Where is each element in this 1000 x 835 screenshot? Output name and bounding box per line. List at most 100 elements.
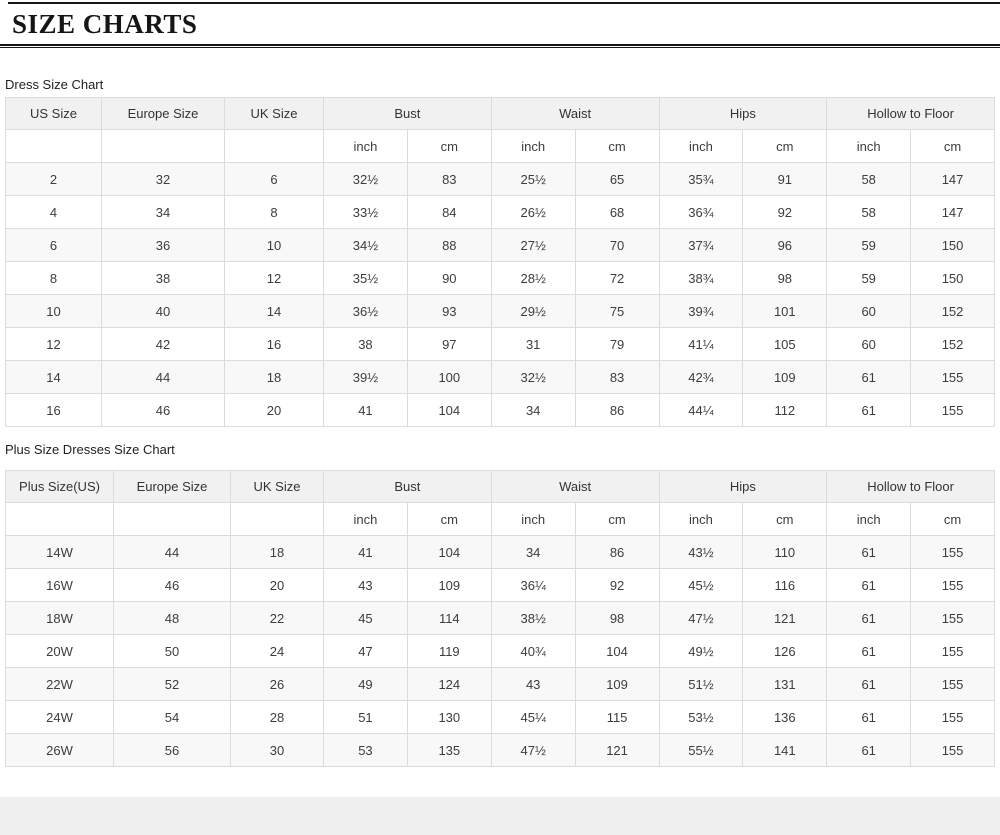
table-cell: 98 xyxy=(742,261,828,296)
table-cell: 8 xyxy=(5,261,102,296)
table-row: 14 44 18 39½ 100 32½ 83 42¾ 109 61 155 xyxy=(5,360,995,395)
table-cell: 49½ xyxy=(658,634,744,669)
table-cell: 136 xyxy=(742,700,828,735)
table-cell: 40 xyxy=(101,294,225,329)
table-cell: 79 xyxy=(574,327,660,362)
table-cell: 83 xyxy=(406,162,492,197)
table-cell: 12 xyxy=(5,327,102,362)
table-cell: 155 xyxy=(910,700,995,735)
table-cell: 147 xyxy=(910,195,995,230)
table-cell: 86 xyxy=(574,393,660,428)
table-cell: 98 xyxy=(574,601,660,636)
table-cell: 90 xyxy=(406,261,492,296)
table-cell: 61 xyxy=(826,360,912,395)
table-cell: 50 xyxy=(113,634,231,669)
table-row: 22W 52 26 49 124 43 109 51½ 131 61 155 xyxy=(5,667,995,702)
table-cell: 135 xyxy=(406,733,492,768)
table-cell: 36½ xyxy=(323,294,408,329)
table-cell: 14 xyxy=(224,294,324,329)
table-caption: Dress Size Chart xyxy=(5,77,104,93)
table-cell: 36¼ xyxy=(490,568,576,603)
table-cell: 97 xyxy=(406,327,492,362)
unit-header: inch xyxy=(826,502,912,537)
table-cell: 18W xyxy=(5,601,114,636)
column-header: Europe Size xyxy=(101,97,225,131)
table-cell: 34 xyxy=(490,535,576,570)
table-row: 12 42 16 38 97 31 79 41¼ 105 60 152 xyxy=(5,327,995,362)
table-cell: 56 xyxy=(113,733,231,768)
table-cell: 47 xyxy=(323,634,408,669)
table-cell: 39¾ xyxy=(658,294,744,329)
table-cell: 16 xyxy=(5,393,102,428)
table-cell: 28½ xyxy=(490,261,576,296)
title-divider xyxy=(0,44,1000,49)
table-cell: 16W xyxy=(5,568,114,603)
table-cell: 55½ xyxy=(658,733,744,768)
unit-header: inch xyxy=(323,502,408,537)
table-cell: 41 xyxy=(323,393,408,428)
table-cell: 32½ xyxy=(490,360,576,395)
table-cell: 36¾ xyxy=(658,195,744,230)
table-cell: 83 xyxy=(574,360,660,395)
table-cell: 121 xyxy=(574,733,660,768)
table-cell: 41 xyxy=(323,535,408,570)
unit-header: cm xyxy=(910,502,995,537)
table-row: 10 40 14 36½ 93 29½ 75 39¾ 101 60 152 xyxy=(5,294,995,329)
table-cell: 26½ xyxy=(490,195,576,230)
table-cell: 29½ xyxy=(490,294,576,329)
table-cell: 75 xyxy=(574,294,660,329)
table-cell: 155 xyxy=(910,733,995,768)
header-row: US Size Europe Size UK Size Bust Waist H… xyxy=(5,97,995,131)
empty-header-cell xyxy=(113,502,231,537)
empty-header-cell xyxy=(5,502,114,537)
table-cell: 61 xyxy=(826,601,912,636)
table-cell: 59 xyxy=(826,261,912,296)
unit-header: cm xyxy=(406,502,492,537)
header-row: Plus Size(US) Europe Size UK Size Bust W… xyxy=(5,470,995,504)
table-cell: 92 xyxy=(742,195,828,230)
table-cell: 152 xyxy=(910,294,995,329)
table-cell: 45 xyxy=(323,601,408,636)
table-cell: 61 xyxy=(826,393,912,428)
table-cell: 43½ xyxy=(658,535,744,570)
table-cell: 93 xyxy=(406,294,492,329)
table-cell: 51 xyxy=(323,700,408,735)
table-cell: 58 xyxy=(826,162,912,197)
column-header: UK Size xyxy=(224,97,324,131)
column-header-group: Hollow to Floor xyxy=(826,470,995,504)
table-cell: 32½ xyxy=(323,162,408,197)
table-row: 14W 44 18 41 104 34 86 43½ 110 61 155 xyxy=(5,535,995,570)
table-cell: 121 xyxy=(742,601,828,636)
table-cell: 14W xyxy=(5,535,114,570)
table-cell: 45½ xyxy=(658,568,744,603)
table-cell: 53 xyxy=(323,733,408,768)
column-header: US Size xyxy=(5,97,102,131)
table-cell: 30 xyxy=(230,733,324,768)
table-cell: 68 xyxy=(574,195,660,230)
table-cell: 20 xyxy=(224,393,324,428)
unit-header: cm xyxy=(742,129,828,164)
table-row: 18W 48 22 45 114 38½ 98 47½ 121 61 155 xyxy=(5,601,995,636)
table-cell: 110 xyxy=(742,535,828,570)
table-cell: 47½ xyxy=(490,733,576,768)
table-cell: 20W xyxy=(5,634,114,669)
table-cell: 25½ xyxy=(490,162,576,197)
table-cell: 44 xyxy=(101,360,225,395)
unit-header: cm xyxy=(406,129,492,164)
empty-header-cell xyxy=(224,129,324,164)
units-row: inch cm inch cm inch cm inch cm xyxy=(5,502,995,537)
table-cell: 59 xyxy=(826,228,912,263)
table-cell: 52 xyxy=(113,667,231,702)
table-cell: 141 xyxy=(742,733,828,768)
table-cell: 8 xyxy=(224,195,324,230)
table-cell: 45¼ xyxy=(490,700,576,735)
dress-size-chart-section: Dress Size Chart US Size Europe Size UK … xyxy=(0,77,1000,428)
table-cell: 18 xyxy=(224,360,324,395)
table-cell: 16 xyxy=(224,327,324,362)
column-header-group: Hollow to Floor xyxy=(826,97,995,131)
table-cell: 61 xyxy=(826,733,912,768)
table-cell: 44¼ xyxy=(658,393,744,428)
table-cell: 101 xyxy=(742,294,828,329)
table-cell: 150 xyxy=(910,228,995,263)
unit-header: cm xyxy=(574,129,660,164)
